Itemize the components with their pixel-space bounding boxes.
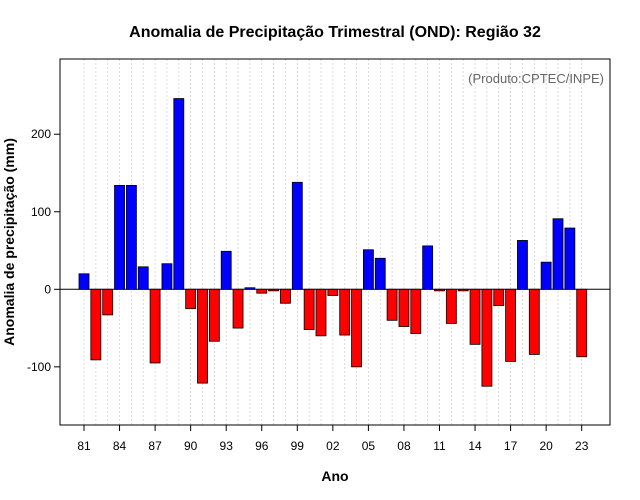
y-tick-label: -100 — [27, 360, 51, 374]
bar-1999 — [291, 181, 303, 290]
bar-2002 — [327, 288, 339, 296]
y-tick-label: 0 — [44, 282, 51, 296]
y-tick-label: 100 — [31, 205, 51, 219]
credit-text: (Produto:CPTEC/INPE) — [468, 71, 604, 86]
bar-2017 — [505, 288, 517, 362]
bar-2008 — [398, 288, 410, 327]
x-axis-label: Ano — [321, 468, 348, 484]
vertical-grid — [83, 59, 583, 425]
x-tick-label: 93 — [220, 439, 234, 453]
x-tick-label: 81 — [77, 439, 91, 453]
x-tick-label: 20 — [539, 439, 553, 453]
bar-1996 — [256, 288, 268, 294]
y-axis: -100 0 100 200 — [27, 127, 60, 374]
x-axis: 81 84 87 90 93 96 99 02 05 08 11 14 17 20 23 — [77, 425, 589, 453]
bar-2005 — [362, 249, 374, 290]
y-axis-label: Anomalia de precipitação (mm) — [1, 138, 17, 346]
bar-2022 — [564, 227, 576, 290]
chart-title: Anomalia de Precipitação Trimestral (OND… — [129, 24, 541, 41]
x-tick-label: 14 — [468, 439, 482, 453]
bar-1985 — [126, 184, 137, 290]
bar-2019 — [528, 288, 540, 355]
bar-2007 — [386, 288, 398, 321]
bar-1983 — [102, 288, 114, 316]
y-tick-label: 200 — [31, 127, 51, 141]
bar-1991 — [197, 288, 208, 384]
bar-1994 — [232, 288, 244, 329]
bar-2023 — [576, 288, 588, 358]
x-tick-label: 08 — [397, 439, 411, 453]
bar-1982 — [90, 288, 102, 361]
x-tick-label: 11 — [433, 439, 446, 453]
bar-1993 — [220, 250, 232, 290]
bar-2000 — [303, 288, 315, 331]
x-tick-label: 84 — [113, 439, 127, 453]
plot-border — [59, 58, 611, 426]
bar-1998 — [280, 288, 291, 304]
x-tick-label: 05 — [362, 439, 376, 453]
bar-1988 — [161, 263, 173, 290]
x-tick-label: 90 — [184, 439, 198, 453]
x-tick-label: 87 — [148, 439, 162, 453]
bar-1990 — [185, 288, 197, 310]
bar-2010 — [422, 245, 434, 290]
x-tick-label: 23 — [575, 439, 589, 453]
bar-2006 — [374, 257, 386, 290]
bar-2018 — [517, 240, 528, 290]
bar-2001 — [315, 288, 327, 337]
bar-1987 — [149, 288, 161, 364]
bar-1997 — [268, 288, 280, 292]
bar-2014 — [469, 288, 481, 345]
bar-1995 — [244, 287, 256, 290]
bar-2003 — [339, 288, 351, 336]
x-tick-label: 96 — [255, 439, 269, 453]
bar-2004 — [351, 288, 362, 368]
bar-2020 — [540, 261, 552, 290]
bar-2021 — [552, 218, 564, 290]
x-tick-label: 02 — [326, 439, 340, 453]
bar-2016 — [493, 288, 505, 306]
bar-1984 — [114, 184, 125, 290]
x-tick-label: 99 — [291, 439, 305, 453]
bar-2011 — [434, 288, 445, 292]
x-tick-label: 17 — [504, 439, 518, 453]
bar-1989 — [173, 98, 185, 290]
bar-1986 — [137, 266, 149, 290]
bar-2015 — [481, 288, 493, 387]
bar-2013 — [457, 288, 469, 292]
bars — [78, 98, 588, 387]
bar-2009 — [410, 288, 422, 334]
bar-2012 — [445, 288, 457, 324]
bar-1981 — [78, 273, 90, 290]
bar-1992 — [208, 288, 220, 342]
